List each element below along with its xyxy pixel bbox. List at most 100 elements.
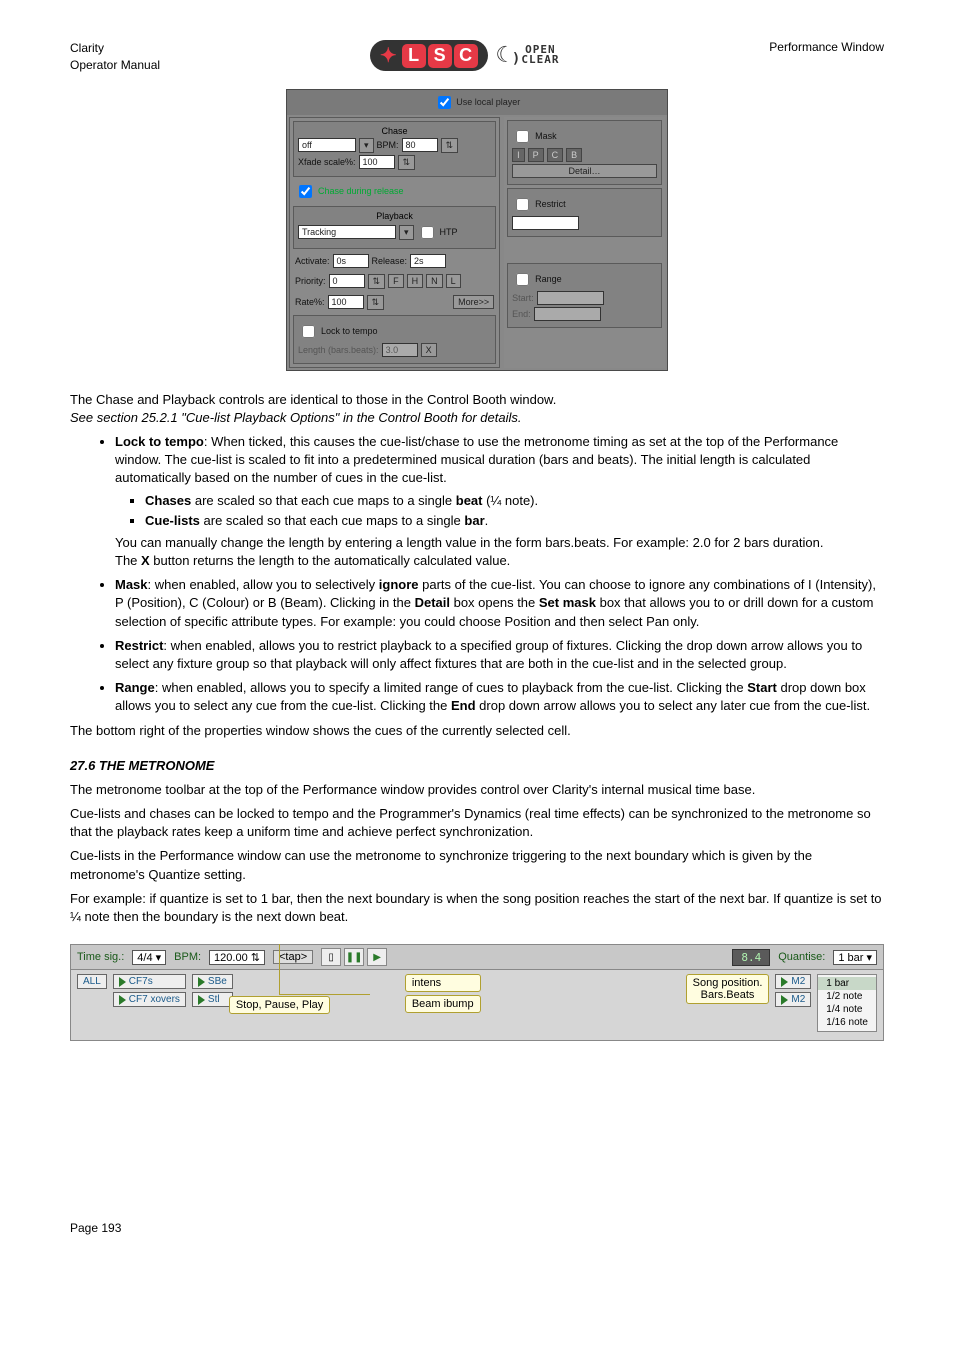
mask-checkbox[interactable] xyxy=(516,130,529,143)
quantise-menu[interactable]: 1 bar 1/2 note 1/4 note 1/16 note xyxy=(817,974,877,1032)
chase-mode-dropdown[interactable]: off xyxy=(298,138,356,152)
cf7s-cell[interactable]: CF7s xyxy=(113,974,186,989)
length-x-button[interactable]: X xyxy=(421,343,437,357)
x-button-text: The X button returns the length to the a… xyxy=(115,553,510,568)
length-label: Length (bars.beats): xyxy=(298,345,379,355)
metronome-toolbar: Time sig.: 4/4 ▾ BPM: 120.00 ⇅ <tap> ▯ ❚… xyxy=(70,944,884,1041)
metronome-p4: For example: if quantize is set to 1 bar… xyxy=(70,890,884,926)
metronome-p1: The metronome toolbar at the top of the … xyxy=(70,781,884,799)
release-label: Release: xyxy=(372,256,408,266)
sbe-cell[interactable]: SBe xyxy=(192,974,233,989)
stl-cell[interactable]: Stl xyxy=(192,992,233,1007)
xfade-label: Xfade scale%: xyxy=(298,157,356,167)
start-label: Start: xyxy=(512,293,534,303)
bpm-label: BPM: xyxy=(377,140,399,150)
xfade-field[interactable]: 100 xyxy=(359,155,395,169)
chase-group-title: Chase xyxy=(298,126,491,136)
cf7x-cell[interactable]: CF7 xovers xyxy=(113,992,186,1007)
bullet-mask: Mask: when enabled, allow you to selecti… xyxy=(115,576,884,631)
mask-i-button[interactable]: I xyxy=(512,148,525,162)
metronome-p3: Cue-lists in the Performance window can … xyxy=(70,847,884,883)
header-manual: Operator Manual xyxy=(70,58,160,72)
play-icon xyxy=(781,977,788,987)
end-field[interactable] xyxy=(534,307,601,321)
bpm-spinner-icon[interactable]: ⇅ xyxy=(441,138,459,153)
f-button[interactable]: F xyxy=(388,274,404,288)
rate-spinner-icon[interactable]: ⇅ xyxy=(367,295,385,310)
rate-field[interactable]: 100 xyxy=(328,295,364,309)
quantise-1bar[interactable]: 1 bar xyxy=(818,977,876,990)
chase-during-release-checkbox[interactable] xyxy=(299,185,312,198)
restrict-field[interactable] xyxy=(512,216,579,230)
more-button[interactable]: More>> xyxy=(453,295,494,309)
quantise-field[interactable]: 1 bar ▾ xyxy=(833,950,877,965)
para-identical: The Chase and Playback controls are iden… xyxy=(70,392,556,407)
lock-to-tempo-checkbox[interactable] xyxy=(302,325,315,338)
song-position-callout: Song position.Bars.Beats xyxy=(686,974,770,1004)
htp-label: HTP xyxy=(440,227,458,237)
manual-change-text: You can manually change the length by en… xyxy=(115,535,823,550)
quantise-label: Quantise: xyxy=(778,951,825,963)
bullet-chases: Chases are scaled so that each cue maps … xyxy=(145,492,884,510)
priority-field[interactable]: 0 xyxy=(329,274,365,288)
playback-group-title: Playback xyxy=(298,211,491,221)
beam-callout: Beam ibump xyxy=(405,995,481,1013)
song-position-readout: 8.4 xyxy=(732,949,770,966)
n-button[interactable]: N xyxy=(426,274,443,288)
quantise-12note[interactable]: 1/2 note xyxy=(818,990,876,1003)
activate-field[interactable]: 0s xyxy=(333,254,369,268)
bullet-cuelists: Cue-lists are scaled so that each cue ma… xyxy=(145,512,884,530)
header-section: Performance Window xyxy=(769,40,884,54)
bpm-label-bar: BPM: xyxy=(174,951,201,963)
priority-label: Priority: xyxy=(295,276,326,286)
chase-dropdown-icon[interactable]: ▾ xyxy=(359,138,374,153)
header-product: Clarity xyxy=(70,41,104,55)
m2-cell-2[interactable]: M2 xyxy=(775,992,811,1007)
range-checkbox[interactable] xyxy=(516,273,529,286)
priority-spinner-icon[interactable]: ⇅ xyxy=(368,274,386,289)
properties-panel: Use local player Chase off ▾ BPM: 80 ⇅ X… xyxy=(286,89,668,371)
release-field[interactable]: 2s xyxy=(410,254,446,268)
mask-b-button[interactable]: B xyxy=(566,148,582,162)
chase-during-release-label: Chase during release xyxy=(318,186,404,196)
h-button[interactable]: H xyxy=(407,274,424,288)
page-number: Page 193 xyxy=(70,1221,884,1235)
tracking-dropdown[interactable]: Tracking xyxy=(298,225,396,239)
start-field[interactable] xyxy=(537,291,604,305)
bullet-lock-to-tempo: Lock to tempo: When ticked, this causes … xyxy=(115,433,884,570)
bpm-field[interactable]: 80 xyxy=(402,138,438,152)
end-label: End: xyxy=(512,309,531,319)
quantise-14note[interactable]: 1/4 note xyxy=(818,1003,876,1016)
bullet-range: Range: when enabled, allows you to speci… xyxy=(115,679,884,715)
play-icon[interactable]: ▶ xyxy=(367,948,387,966)
play-icon xyxy=(119,977,126,987)
mask-label: Mask xyxy=(535,131,557,141)
mask-c-button[interactable]: C xyxy=(547,148,564,162)
restrict-checkbox[interactable] xyxy=(516,198,529,211)
rate-label: Rate%: xyxy=(295,297,325,307)
play-icon xyxy=(198,995,205,1005)
activate-label: Activate: xyxy=(295,256,330,266)
m2-cell-1[interactable]: M2 xyxy=(775,974,811,989)
play-icon xyxy=(198,977,205,987)
para-see-section: See section 25.2.1 "Cue-list Playback Op… xyxy=(70,410,521,425)
play-icon xyxy=(119,995,126,1005)
metronome-p2: Cue-lists and chases can be locked to te… xyxy=(70,805,884,841)
detail-button[interactable]: Detail… xyxy=(512,164,657,178)
intens-callout: intens xyxy=(405,974,481,992)
range-label: Range xyxy=(535,274,562,284)
all-cell[interactable]: ALL xyxy=(77,974,107,989)
quantise-116note[interactable]: 1/16 note xyxy=(818,1016,876,1029)
bpm-field-bar[interactable]: 120.00 ⇅ xyxy=(209,950,265,965)
restrict-label: Restrict xyxy=(535,199,566,209)
xfade-spinner-icon[interactable]: ⇅ xyxy=(398,155,416,170)
bullet-restrict: Restrict: when enabled, allows you to re… xyxy=(115,637,884,673)
tracking-dropdown-icon[interactable]: ▾ xyxy=(399,225,414,240)
length-field[interactable]: 3.0 xyxy=(382,343,418,357)
timesig-label: Time sig.: xyxy=(77,951,124,963)
htp-checkbox[interactable] xyxy=(421,226,434,239)
timesig-field[interactable]: 4/4 ▾ xyxy=(132,950,166,965)
mask-p-button[interactable]: P xyxy=(528,148,544,162)
use-local-player-checkbox[interactable] xyxy=(438,96,451,109)
l-button[interactable]: L xyxy=(446,274,461,288)
